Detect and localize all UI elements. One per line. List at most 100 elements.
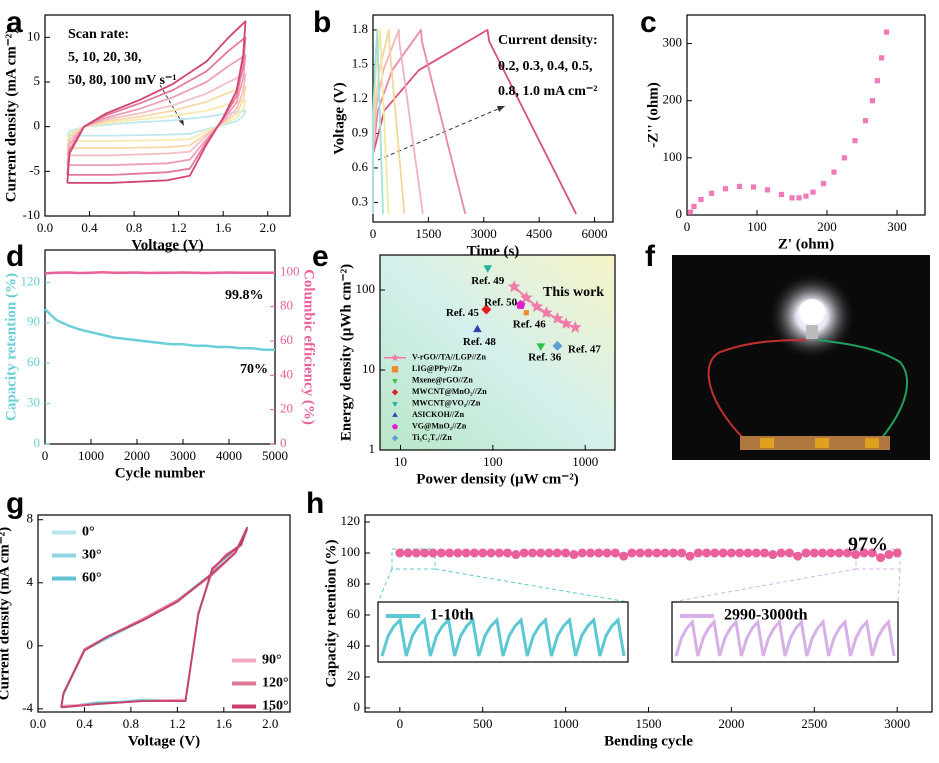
data-point [668, 548, 678, 558]
device-cell [815, 438, 829, 448]
data-point [453, 548, 463, 558]
device-cell [760, 438, 774, 448]
zoom-box [391, 548, 436, 570]
x-tick-label: 3000 [471, 226, 497, 241]
data-point [461, 548, 471, 558]
panel-letter: f [645, 240, 656, 273]
y-tick-label: 300 [663, 35, 683, 50]
wire [707, 339, 807, 441]
data-point [796, 195, 802, 201]
y-tick-label: 100 [341, 544, 361, 559]
series-line [66, 99, 247, 142]
data-point [473, 324, 482, 333]
data-point [627, 548, 637, 558]
legend-label: 120° [262, 676, 289, 691]
data-point [551, 312, 564, 324]
x-tick-label: 5000 [262, 448, 288, 463]
legend-label: Ti₃C₂Tₓ//Zn [412, 433, 452, 442]
data-point [801, 548, 811, 558]
y2-tick-label: 0 [280, 435, 287, 450]
data-point [810, 189, 816, 195]
legend-label: 150° [262, 699, 289, 714]
x-tick-label: 2.0 [262, 716, 278, 731]
y-tick-label: -5 [29, 162, 40, 177]
inset-line [380, 616, 626, 657]
panel-letter: d [6, 240, 24, 273]
data-point [826, 548, 836, 558]
y-tick-label: 1 [369, 441, 376, 456]
series-line [372, 29, 577, 215]
y-tick-label: 90 [27, 314, 40, 329]
zoom-line [897, 568, 901, 603]
y-tick-label: 120 [341, 513, 361, 528]
data-point [803, 193, 809, 199]
data-point [691, 203, 697, 210]
data-point [559, 317, 573, 329]
x-tick-label: 200 [817, 219, 837, 234]
legend-label: V-rGO//TA//LGP//Zn [412, 353, 486, 362]
y-tick-label: 4 [27, 574, 34, 589]
data-point [483, 265, 493, 273]
x-tick-label: 4500 [526, 226, 552, 241]
y-tick-label: 120 [21, 273, 41, 288]
data-point [778, 191, 785, 198]
x-tick-label: 3000 [170, 448, 196, 463]
x-axis-title: Time (s) [467, 243, 520, 259]
point-label: Ref. 50 [484, 297, 517, 309]
panel-letter: a [6, 6, 23, 39]
x-tick-label: 0 [397, 716, 404, 731]
arrow-head [497, 106, 505, 112]
legend-label: ASICKOH//Zn [412, 410, 465, 419]
data-point [884, 550, 894, 560]
data-point [494, 548, 504, 558]
inset-line [674, 618, 896, 657]
y2-tick-label: 20 [280, 401, 293, 416]
data-point [515, 300, 526, 309]
x-tick-label: 2000 [718, 716, 744, 731]
data-point [520, 291, 533, 303]
y-tick-label: 100 [663, 149, 683, 164]
panel-letter: h [306, 487, 324, 520]
x-tick-label: 1000 [553, 716, 579, 731]
y2-axis-title: Columbic efficiency (%) [301, 269, 317, 425]
data-point [530, 300, 544, 312]
data-point [831, 169, 837, 175]
x-tick-label: 100 [483, 454, 503, 469]
data-point [687, 209, 694, 215]
data-point [874, 78, 880, 84]
y-tick-label: 40 [347, 637, 360, 652]
data-point [527, 548, 537, 558]
data-point [552, 340, 563, 351]
data-point [685, 551, 695, 561]
annotation: Scan rate: [68, 27, 129, 42]
data-point [478, 548, 488, 558]
data-point [519, 548, 529, 558]
x-tick-label: 0 [684, 219, 691, 234]
point-label: Ref. 46 [513, 318, 546, 330]
data-point [708, 190, 715, 196]
panel-letter: e [312, 240, 329, 273]
data-point [436, 548, 446, 558]
data-point [764, 187, 771, 193]
x-tick-label: 500 [473, 716, 493, 731]
x-tick-label: 2500 [801, 716, 827, 731]
data-point [876, 553, 886, 563]
data-point [841, 155, 848, 161]
data-point [862, 118, 869, 124]
legend-marker [391, 353, 399, 362]
data-point [635, 548, 645, 558]
y-tick-label: 0 [354, 699, 361, 714]
plot-frame [37, 514, 291, 713]
data-point [851, 550, 861, 560]
y2-tick-label: 80 [280, 298, 293, 313]
data-point [594, 548, 604, 558]
data-point [619, 551, 629, 561]
legend-marker [391, 389, 399, 396]
x-tick-label: 2000 [124, 448, 150, 463]
data-point [867, 548, 877, 558]
zoom-line [377, 568, 393, 603]
data-point [698, 196, 704, 203]
y-axis-title: Current density (mA cm⁻²) [3, 29, 19, 202]
data-point [585, 548, 595, 558]
